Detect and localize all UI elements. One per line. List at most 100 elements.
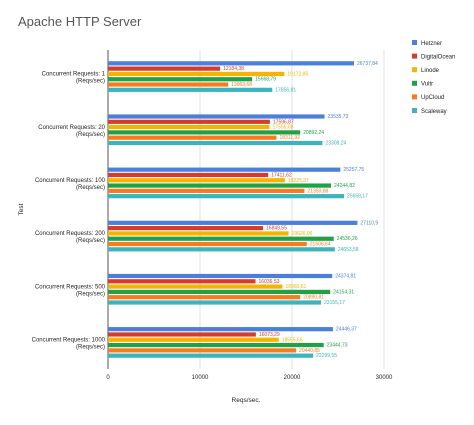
bar-scaleway — [108, 87, 273, 92]
data-label: 26737,84 — [357, 61, 378, 67]
x-tick-label: 0 — [106, 375, 110, 381]
y-category-label: Concurrent Requests: 500 — [35, 284, 106, 290]
data-label: 12184,38 — [223, 66, 244, 72]
legend-swatch-digitalocean — [412, 53, 417, 59]
y-category-label: Concurrent Requests: 1000 — [32, 337, 106, 343]
bar-vultr — [108, 77, 253, 82]
data-label: 20892,24 — [303, 130, 324, 136]
bar-scaleway — [108, 300, 322, 305]
bar-upcloud — [108, 188, 305, 193]
data-label: 23155,17 — [324, 300, 345, 306]
y-category-label: (Reqs/sec) — [76, 344, 105, 350]
legend-label: Scaleway — [421, 109, 447, 115]
legend-label: Linode — [421, 68, 440, 74]
data-label: 21606,64 — [310, 242, 331, 248]
legend-swatch-upcloud — [412, 94, 417, 100]
data-label: 23535,73 — [328, 114, 349, 120]
bar-scaleway — [108, 140, 323, 146]
data-label: 17856,81 — [275, 87, 296, 93]
bar-linode — [108, 71, 285, 77]
bar-scaleway — [108, 194, 345, 199]
bar-digitalocean — [108, 226, 264, 231]
y-category-label: (Reqs/sec) — [76, 185, 105, 191]
bar-linode — [108, 284, 283, 289]
bar-scaleway — [108, 247, 335, 252]
y-category-label: (Reqs/sec) — [76, 132, 105, 138]
data-label: 16036,53 — [259, 279, 280, 285]
bar-vultr — [108, 289, 331, 294]
data-label: 25658,17 — [347, 194, 368, 200]
data-label: 17555,08 — [273, 125, 294, 131]
y-category-label: (Reqs/sec) — [76, 238, 105, 244]
data-label: 18960,61 — [285, 284, 306, 290]
data-label: 13063,68 — [231, 82, 252, 88]
legend-swatch-hetzner — [412, 40, 417, 45]
data-label: 27110,9 — [360, 220, 378, 226]
data-label: 24154,31 — [333, 289, 354, 295]
bar-vultr — [108, 236, 334, 241]
y-axis-title: Test — [18, 203, 25, 215]
bar-hetzner — [108, 167, 341, 172]
bar-upcloud — [108, 135, 277, 140]
data-label: 18555,65 — [282, 337, 303, 343]
y-category-label: Concurrent Requests: 100 — [35, 178, 106, 184]
data-label: 19172,85 — [287, 71, 308, 77]
bar-upcloud — [108, 241, 307, 247]
bar-upcloud — [108, 348, 297, 353]
y-category-label: Concurrent Requests: 200 — [35, 231, 106, 237]
bar-upcloud — [108, 82, 229, 87]
bar-hetzner — [108, 114, 325, 119]
bar-digitalocean — [108, 172, 269, 178]
y-category-label: Concurrent Requests: 1 — [42, 72, 106, 78]
y-category-label: (Reqs/sec) — [76, 291, 105, 297]
data-label: 19225,37 — [288, 178, 309, 184]
data-label: 17411,62 — [271, 172, 292, 178]
data-label: 25257,75 — [343, 167, 364, 173]
bar-linode — [108, 178, 285, 183]
bar-hetzner — [108, 273, 333, 279]
chart-title: Apache HTTP Server — [18, 14, 142, 29]
data-label: 23444,73 — [327, 343, 348, 349]
data-label: 17596,87 — [273, 119, 294, 125]
bar-scaleway — [108, 353, 314, 358]
bar-upcloud — [108, 295, 301, 300]
data-label: 20440,85 — [299, 348, 320, 354]
legend-swatch-vultr — [412, 80, 417, 86]
data-label: 15668,79 — [255, 77, 276, 83]
bar-linode — [108, 337, 279, 342]
data-label: 24536,26 — [337, 236, 358, 242]
data-label: 24446,37 — [336, 327, 357, 333]
bar-digitalocean — [108, 332, 256, 337]
x-tick-label: 10000 — [192, 375, 209, 381]
legend-label: Vultr — [421, 82, 433, 88]
y-category-label: Concurrent Requests: 20 — [38, 125, 105, 131]
bar-linode — [108, 231, 289, 236]
x-tick-label: 20000 — [284, 375, 301, 381]
data-label: 21350,88 — [307, 188, 328, 194]
legend-label: UpCloud — [421, 95, 444, 101]
bar-hetzner — [108, 327, 333, 332]
bar-digitalocean — [108, 66, 221, 71]
y-category-label: (Reqs/sec) — [76, 79, 105, 85]
data-label: 16073,29 — [259, 332, 280, 338]
bar-hetzner — [108, 220, 358, 225]
bar-digitalocean — [108, 279, 256, 284]
data-label: 24374,81 — [335, 274, 356, 280]
legend-label: Hetzner — [421, 41, 442, 47]
data-label: 23308,24 — [325, 141, 346, 147]
x-tick-label: 30000 — [376, 375, 393, 381]
data-label: 19626,06 — [292, 231, 313, 237]
data-label: 22299,55 — [316, 353, 337, 359]
bar-hetzner — [108, 61, 354, 66]
legend-label: DigitalOcean — [421, 54, 455, 60]
bar-vultr — [108, 183, 332, 188]
data-label: 20890,81 — [303, 295, 324, 301]
bar-linode — [108, 125, 270, 130]
legend-swatch-linode — [412, 67, 417, 73]
data-label: 16849,55 — [266, 226, 287, 232]
data-label: 24244,82 — [334, 183, 355, 189]
bar-digitalocean — [108, 119, 270, 124]
bar-vultr — [108, 130, 301, 135]
bar-vultr — [108, 342, 324, 348]
